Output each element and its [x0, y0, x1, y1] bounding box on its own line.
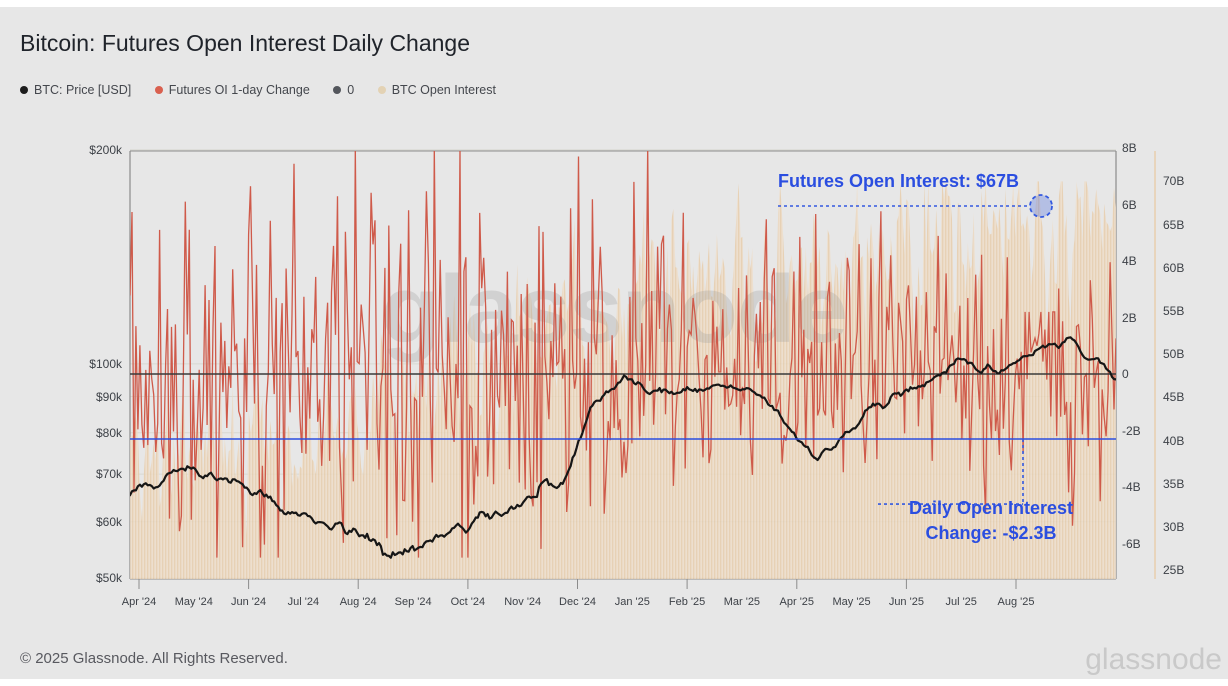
svg-text:glassnode: glassnode [381, 256, 847, 363]
